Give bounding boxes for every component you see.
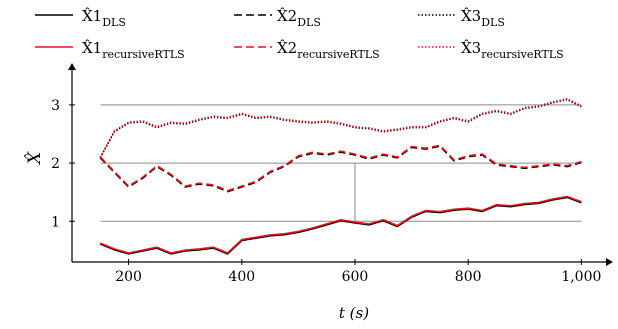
legend-item-x2-rtls: X̂2recursiveRTLS [234,39,380,61]
legend-item-x3-dls: X̂3DLS [418,7,505,29]
series-line-x3-recursivertls [99,98,582,158]
x-tick-label-1000: 1,000 [561,269,601,285]
legend-item-x1-rtls: X̂1recursiveRTLS [35,39,185,61]
y-axis-label: X̂ [25,151,45,166]
series-lines [99,98,582,255]
legend-label-x2-dls: X̂2DLS [277,7,321,29]
legend-label-x1-dls: X̂1DLS [82,7,126,29]
series-line-x2-recursivertls [99,144,582,192]
series-line-x3-dls [99,98,582,159]
x-tick-label-400: 400 [228,269,255,285]
legend-label-x1-rtls: X̂1recursiveRTLS [82,39,185,61]
x-tick-label-200: 200 [115,269,142,285]
series-line-x2-dls [99,145,582,193]
legend-item-x1-dls: X̂1DLS [35,7,126,29]
y-tick-label-2: 2 [51,156,60,172]
series-line-x1-dls [99,196,582,255]
x-axis-label: t (s) [339,304,369,322]
x-tick-label-800: 800 [455,269,482,285]
gridlines [100,104,582,222]
legend-label-x3-dls: X̂3DLS [461,7,505,29]
legend-item-x2-dls: X̂2DLS [234,7,321,29]
series-line-x1-recursivertls [99,195,582,254]
x-tick-label-600: 600 [342,269,369,285]
legend-item-x3-rtls: X̂3recursiveRTLS [418,39,564,61]
axis-ticks: 200 400 600 800 1,000 1 2 3 [51,98,601,285]
legend-label-x3-rtls: X̂3recursiveRTLS [461,39,564,61]
legend-label-x2-rtls: X̂2recursiveRTLS [277,39,380,61]
y-tick-label-3: 3 [51,98,60,114]
legend: X̂1DLS X̂2DLS X̂3DLS X̂1recursiveRTLS X̂… [35,7,564,61]
y-tick-label-1: 1 [51,214,60,230]
